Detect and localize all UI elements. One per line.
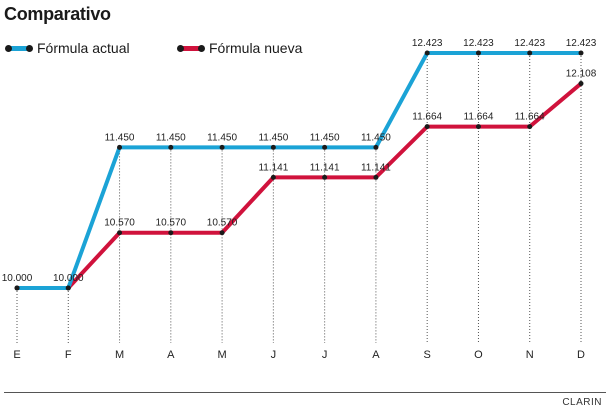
data-label: 10.570 xyxy=(156,218,187,229)
data-point xyxy=(475,50,481,56)
data-label: 11.141 xyxy=(310,162,340,173)
data-label: 11.141 xyxy=(258,162,288,173)
data-label: 12.423 xyxy=(566,38,597,49)
data-label: 11.664 xyxy=(464,112,494,123)
data-point xyxy=(168,144,174,150)
x-tick-label: M xyxy=(115,349,124,361)
data-point xyxy=(322,144,328,150)
legend-label-nueva: Fórmula nueva xyxy=(209,40,303,56)
data-label: 11.450 xyxy=(310,132,340,143)
data-point xyxy=(373,174,379,180)
bottom-rule xyxy=(4,392,606,393)
data-point xyxy=(578,50,584,56)
data-label: 12.423 xyxy=(463,38,494,49)
data-point xyxy=(219,144,225,150)
data-label: 11.450 xyxy=(156,132,186,143)
data-label: 12.108 xyxy=(566,69,597,80)
data-point xyxy=(117,230,123,236)
chart-title: Comparativo xyxy=(4,4,111,24)
x-tick-label: E xyxy=(13,349,20,361)
data-label: 11.664 xyxy=(515,112,545,123)
data-point xyxy=(578,81,584,87)
x-tick-label: M xyxy=(218,349,227,361)
data-point xyxy=(527,124,533,130)
data-point xyxy=(270,174,276,180)
x-tick-label: J xyxy=(271,349,277,361)
data-point xyxy=(424,50,430,56)
x-tick-label: A xyxy=(372,349,380,361)
x-tick-label: S xyxy=(424,349,431,361)
series-line-0 xyxy=(15,51,583,290)
legend-item-nueva: Fórmula nueva xyxy=(177,38,303,58)
data-point xyxy=(322,174,328,180)
series-line-1 xyxy=(15,81,583,290)
data-point xyxy=(219,230,225,236)
data-label: 10.570 xyxy=(104,218,135,229)
data-point xyxy=(424,124,430,130)
data-label: 11.450 xyxy=(207,132,237,143)
data-label: 10.000 xyxy=(53,273,84,284)
data-label: 11.450 xyxy=(258,132,288,143)
data-point xyxy=(270,144,276,150)
data-label: 12.423 xyxy=(412,38,443,49)
data-label: 11.450 xyxy=(361,132,391,143)
data-point xyxy=(14,285,20,291)
x-tick-label: J xyxy=(322,349,328,361)
source-credit: CLARIN xyxy=(562,397,602,408)
x-tick-label: O xyxy=(474,349,483,361)
x-tick-label: A xyxy=(167,349,175,361)
data-point xyxy=(373,144,379,150)
x-tick-label: F xyxy=(65,349,72,361)
data-label: 12.423 xyxy=(514,38,545,49)
data-point xyxy=(527,50,533,56)
legend-swatch-nueva xyxy=(177,44,205,52)
x-tick-label: N xyxy=(526,349,534,361)
data-label: 11.664 xyxy=(412,112,442,123)
data-point xyxy=(117,144,123,150)
legend-item-actual: Fórmula actual xyxy=(5,38,130,58)
x-tick-label: D xyxy=(577,349,585,361)
data-point xyxy=(65,285,71,291)
legend-swatch-actual xyxy=(5,44,33,52)
data-point xyxy=(168,230,174,236)
data-label: 11.450 xyxy=(105,132,135,143)
legend-label-actual: Fórmula actual xyxy=(37,40,130,56)
data-label: 10.570 xyxy=(207,218,238,229)
data-label: 11.141 xyxy=(361,162,391,173)
data-label: 10.000 xyxy=(2,273,33,284)
data-point xyxy=(475,124,481,130)
